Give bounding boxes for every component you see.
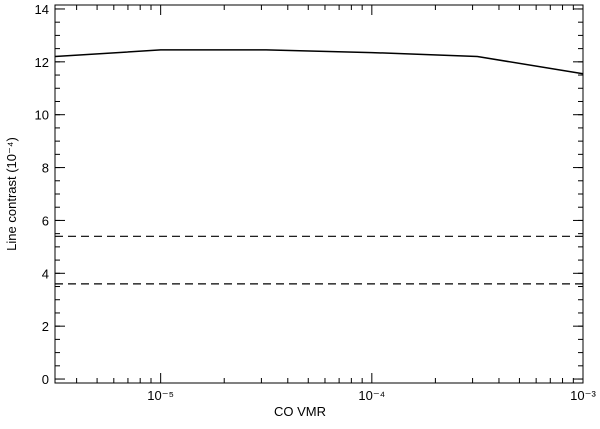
x-tick-label: 10⁻⁴	[358, 388, 385, 403]
y-tick-label: 8	[42, 161, 49, 176]
y-tick-label: 14	[35, 2, 49, 17]
y-tick-label: 10	[35, 108, 49, 123]
x-tick-label: 10⁻⁵	[147, 388, 174, 403]
data-line	[54, 49, 584, 75]
y-tick-label: 4	[42, 266, 49, 281]
y-tick-label: 0	[42, 372, 49, 387]
y-tick-label: 2	[42, 319, 49, 334]
y-axis-label: Line contrast (10⁻⁴)	[4, 137, 19, 251]
x-axis-label: CO VMR	[274, 404, 326, 419]
y-tick-label: 6	[42, 213, 49, 228]
y-tick-label: 12	[35, 55, 49, 70]
plot-frame	[54, 4, 584, 384]
x-tick-label: 10⁻³	[570, 388, 596, 403]
